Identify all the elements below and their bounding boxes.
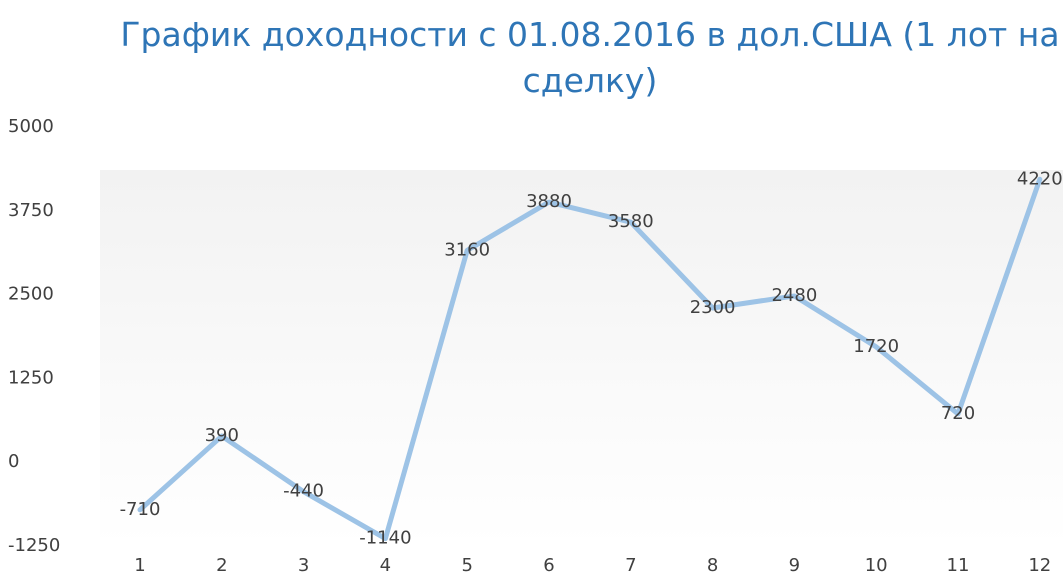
x-tick-label: 7 (625, 555, 636, 572)
x-tick-label: 12 (1028, 555, 1051, 572)
chart-title: График доходности с 01.08.2016 в дол.США… (120, 15, 1060, 100)
y-tick-label: 3750 (8, 200, 54, 221)
x-tick-label: 2 (216, 555, 227, 572)
data-label: 390 (205, 425, 239, 446)
x-tick-label: 1 (134, 555, 145, 572)
data-label: 2480 (771, 285, 817, 306)
x-tick-label: 10 (865, 555, 888, 572)
data-line (137, 176, 1043, 542)
data-label: 4220 (1017, 168, 1063, 189)
data-label: 3880 (526, 191, 572, 212)
x-tick-label: 9 (789, 555, 800, 572)
data-label: -1140 (359, 528, 411, 549)
y-tick-label: 1250 (8, 367, 54, 388)
data-label: 2300 (690, 297, 736, 318)
data-label: 3580 (608, 211, 654, 232)
x-tick-label: 4 (380, 555, 391, 572)
y-tick-label: -1250 (8, 535, 60, 556)
y-tick-label: 0 (8, 451, 19, 472)
x-tick-label: 11 (947, 555, 970, 572)
x-tick-label: 6 (543, 555, 554, 572)
x-tick-label: 3 (298, 555, 309, 572)
plot-background (100, 170, 1063, 546)
data-label: -710 (120, 499, 161, 520)
y-tick-label: 5000 (8, 116, 54, 137)
x-tick-label: 5 (461, 555, 472, 572)
x-tick-label: 8 (707, 555, 718, 572)
data-label: 1720 (853, 336, 899, 357)
data-label: 3160 (444, 239, 490, 260)
data-label: -440 (283, 481, 324, 502)
y-tick-label: 2500 (8, 284, 54, 305)
data-label: 720 (941, 403, 975, 424)
